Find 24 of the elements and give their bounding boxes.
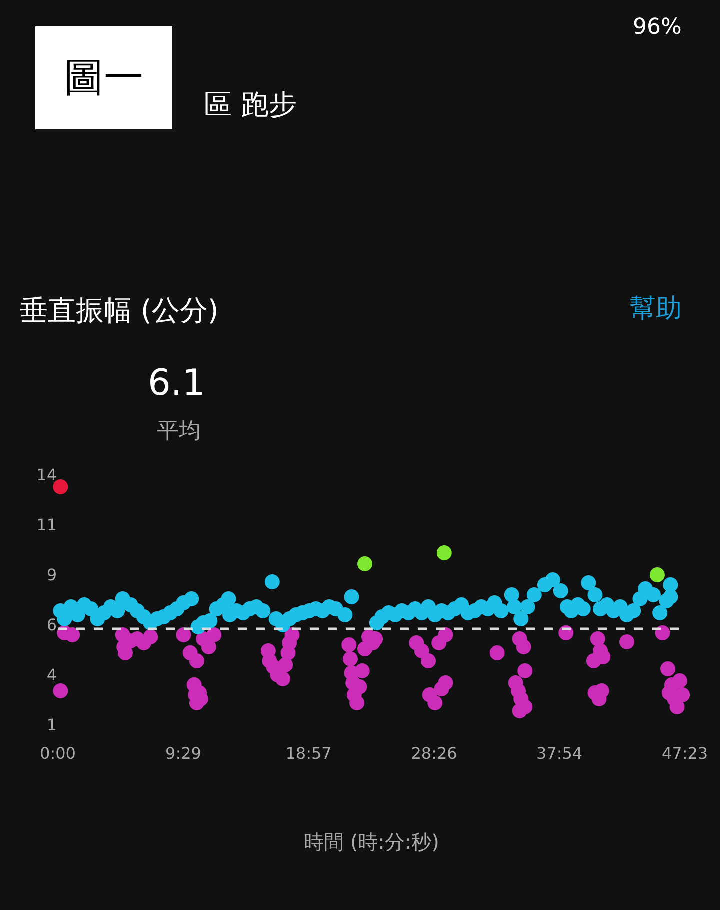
point xyxy=(53,480,68,494)
x-tick-label: 18:57 xyxy=(286,744,332,763)
x-axis-title: 時間 (時:分:秒) xyxy=(304,830,440,854)
y-tick-label: 1 xyxy=(46,716,57,735)
text: 幫助 xyxy=(630,294,682,324)
x-tick-label: 9:29 xyxy=(166,744,202,763)
x-tick-label: 0:00 xyxy=(40,744,76,763)
chart-title: 垂直振幅 (公分) xyxy=(20,294,219,327)
text: 圖一 xyxy=(64,55,144,101)
text: 96% xyxy=(633,15,682,40)
text: 平均 xyxy=(157,419,201,444)
point xyxy=(358,556,372,572)
y-tick-label: 4 xyxy=(46,666,57,685)
text: 區 跑步 xyxy=(204,88,297,121)
y-tick-label: 6 xyxy=(46,616,57,635)
y-tick-label: 14 xyxy=(36,466,57,485)
y-tick-label: 9 xyxy=(46,566,57,585)
x-tick-label: 37:54 xyxy=(536,744,583,763)
text: 6.1 xyxy=(148,363,206,404)
y-tick-label: 11 xyxy=(36,516,57,535)
point xyxy=(650,568,665,582)
point xyxy=(436,546,452,560)
x-tick-label: 47:23 xyxy=(662,744,708,763)
x-tick-label: 28:26 xyxy=(411,744,458,763)
